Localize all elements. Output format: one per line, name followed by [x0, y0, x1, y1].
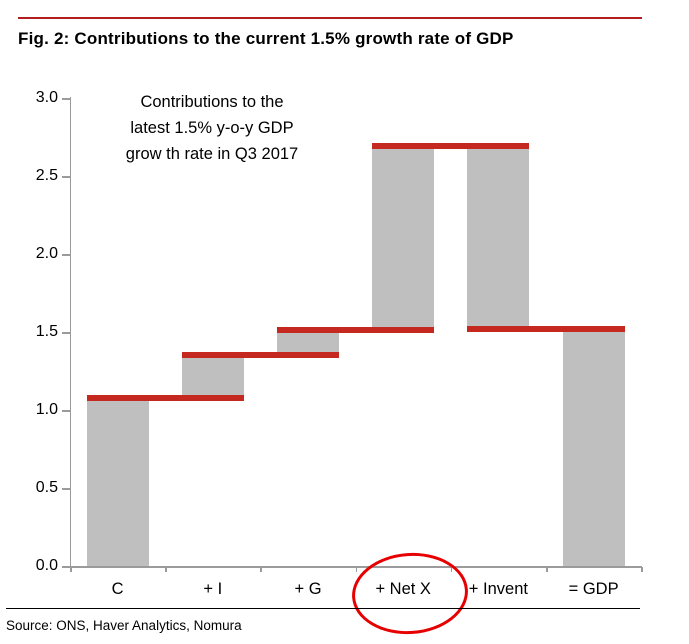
- x-axis-label: C: [111, 580, 124, 598]
- chart-annotation: Contributions to the latest 1.5% y-o-y G…: [126, 89, 298, 167]
- x-axis-line: [70, 566, 643, 568]
- x-axis-label: + Net X: [375, 580, 431, 598]
- y-axis-line: [70, 97, 71, 567]
- annotation-line-2: latest 1.5% y-o-y GDP: [130, 119, 294, 137]
- y-axis-label: 1.5: [35, 323, 58, 340]
- y-axis-tick: [62, 176, 70, 178]
- level-line: [277, 327, 435, 334]
- x-axis-tick: [260, 567, 262, 572]
- x-axis-tick: [546, 567, 548, 572]
- y-axis-label: 3.0: [35, 89, 58, 106]
- y-axis-label: 2.5: [35, 167, 58, 184]
- x-axis-tick: [450, 567, 453, 572]
- footer-divider: [6, 608, 640, 609]
- figure-title: Fig. 2: Contributions to the current 1.5…: [18, 29, 514, 48]
- annotation-line-3: grow th rate in Q3 2017: [125, 145, 299, 163]
- x-axis-tick: [70, 567, 72, 572]
- bar-netx: [372, 146, 435, 331]
- x-axis-tick: [355, 567, 358, 572]
- level-line: [467, 325, 625, 332]
- y-axis-label: 2.0: [35, 245, 58, 262]
- bar-gdp: [562, 328, 625, 566]
- y-axis-label: 0.5: [35, 479, 58, 496]
- title-rule: [18, 17, 642, 19]
- y-axis-tick: [62, 98, 70, 100]
- y-axis-tick: [62, 332, 70, 334]
- level-line: [181, 352, 339, 359]
- source-text: Source: ONS, Haver Analytics, Nomura: [6, 618, 242, 633]
- bar-i: [181, 355, 244, 398]
- y-axis-tick: [62, 566, 70, 568]
- y-axis-tick: [62, 488, 70, 490]
- bar-c: [86, 397, 149, 566]
- y-axis-tick: [62, 410, 70, 412]
- circle-annotation: [349, 549, 471, 638]
- annotation-line-1: Contributions to the: [140, 93, 284, 111]
- y-axis-label: 0.0: [35, 557, 58, 574]
- bar-g: [277, 330, 339, 356]
- x-axis-label: + G: [294, 580, 322, 598]
- level-line: [372, 143, 530, 150]
- y-axis-label: 1.0: [35, 401, 58, 418]
- x-axis-label: + I: [203, 580, 223, 598]
- x-axis-label: = GDP: [568, 580, 619, 598]
- bar-invent: [467, 146, 530, 329]
- y-axis-tick: [62, 254, 70, 256]
- x-axis-label: + Invent: [468, 580, 528, 598]
- x-axis-tick: [165, 567, 167, 572]
- x-axis-tick: [641, 567, 643, 572]
- level-line: [86, 394, 244, 401]
